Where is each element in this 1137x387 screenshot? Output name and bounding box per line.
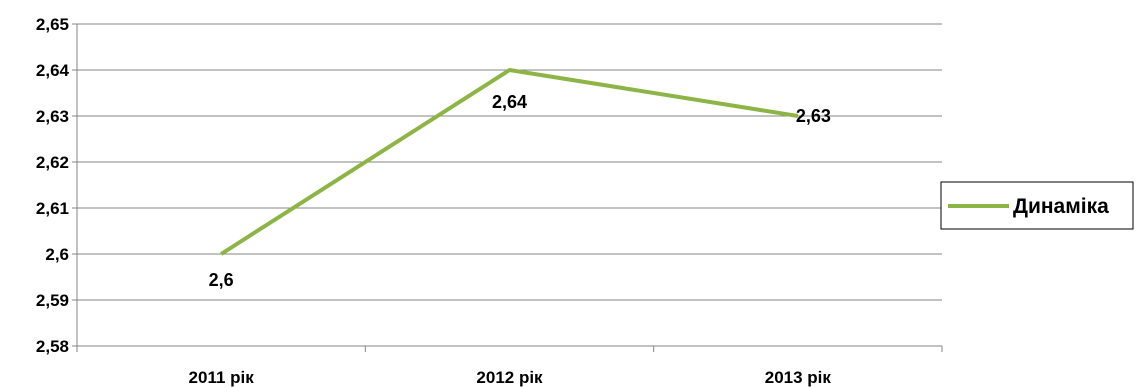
- series-line-dynamika: [220, 68, 799, 256]
- gridlines: [77, 23, 942, 301]
- legend: Динаміка: [940, 181, 1134, 230]
- x-axis-tick-labels: 2011 рік 2012 рік 2013 рік: [189, 368, 832, 387]
- y-axis-tick-labels: 2,58 2,59 2,6 2,61 2,62 2,63 2,64 2,65: [36, 15, 70, 356]
- x-tick-label: 2011 рік: [189, 368, 255, 387]
- y-tick-label: 2,62: [36, 153, 69, 172]
- x-tick-label: 2013 рік: [765, 368, 832, 387]
- y-tick-label: 2,63: [36, 107, 69, 126]
- axes: [72, 23, 943, 352]
- data-label: 2,63: [796, 106, 831, 126]
- data-label: 2,64: [492, 92, 527, 112]
- legend-label-dynamika: Динаміка: [1013, 195, 1109, 218]
- y-tick-label: 2,61: [36, 199, 69, 218]
- series-lines: [220, 68, 799, 256]
- data-labels: 2,6 2,64 2,63: [209, 92, 831, 290]
- y-tick-label: 2,64: [36, 61, 70, 80]
- y-tick-label: 2,6: [45, 245, 69, 264]
- y-tick-label: 2,59: [36, 291, 69, 310]
- y-tick-label: 2,58: [36, 337, 69, 356]
- y-tick-label: 2,65: [36, 15, 69, 34]
- data-label: 2,6: [209, 270, 234, 290]
- x-tick-label: 2012 рік: [476, 368, 543, 387]
